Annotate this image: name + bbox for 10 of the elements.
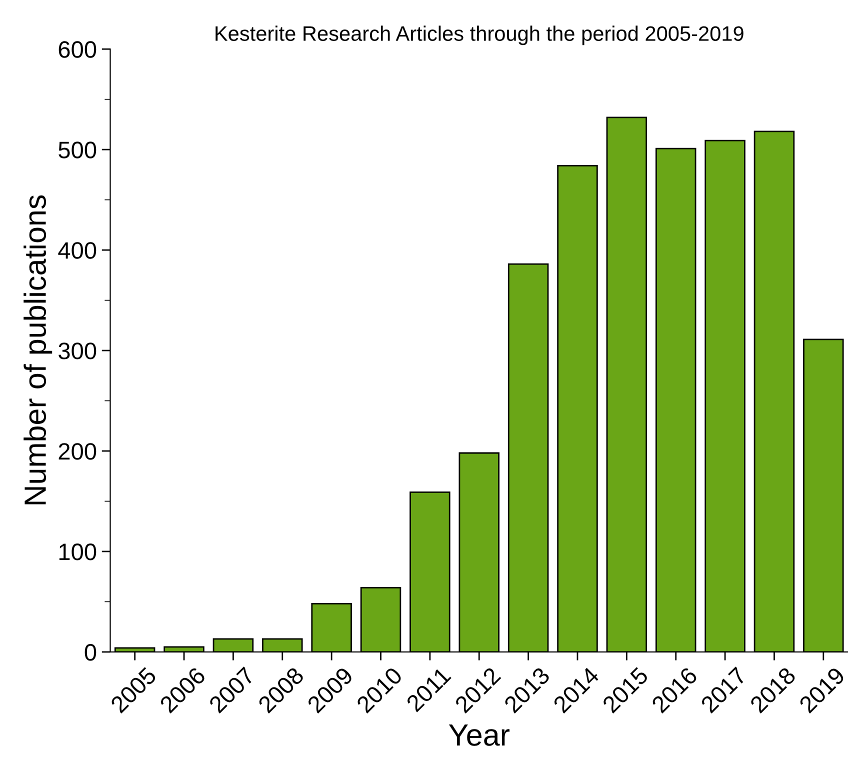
x-axis-title: Year	[448, 724, 510, 746]
y-tick-label: 500	[58, 142, 96, 158]
y-tick-label: 400	[58, 242, 96, 259]
y-tick-label: 300	[58, 342, 96, 360]
chart-title: Kesterite Research Articles through the period 2005-2019	[216, 26, 744, 46]
y-tick-label: 0	[84, 644, 96, 661]
y-tick-label: 100	[59, 544, 96, 560]
y-axis-title: Number of publications	[24, 195, 52, 504]
y-tick-label: 600	[58, 41, 96, 58]
y-tick-label: 200	[58, 443, 96, 460]
